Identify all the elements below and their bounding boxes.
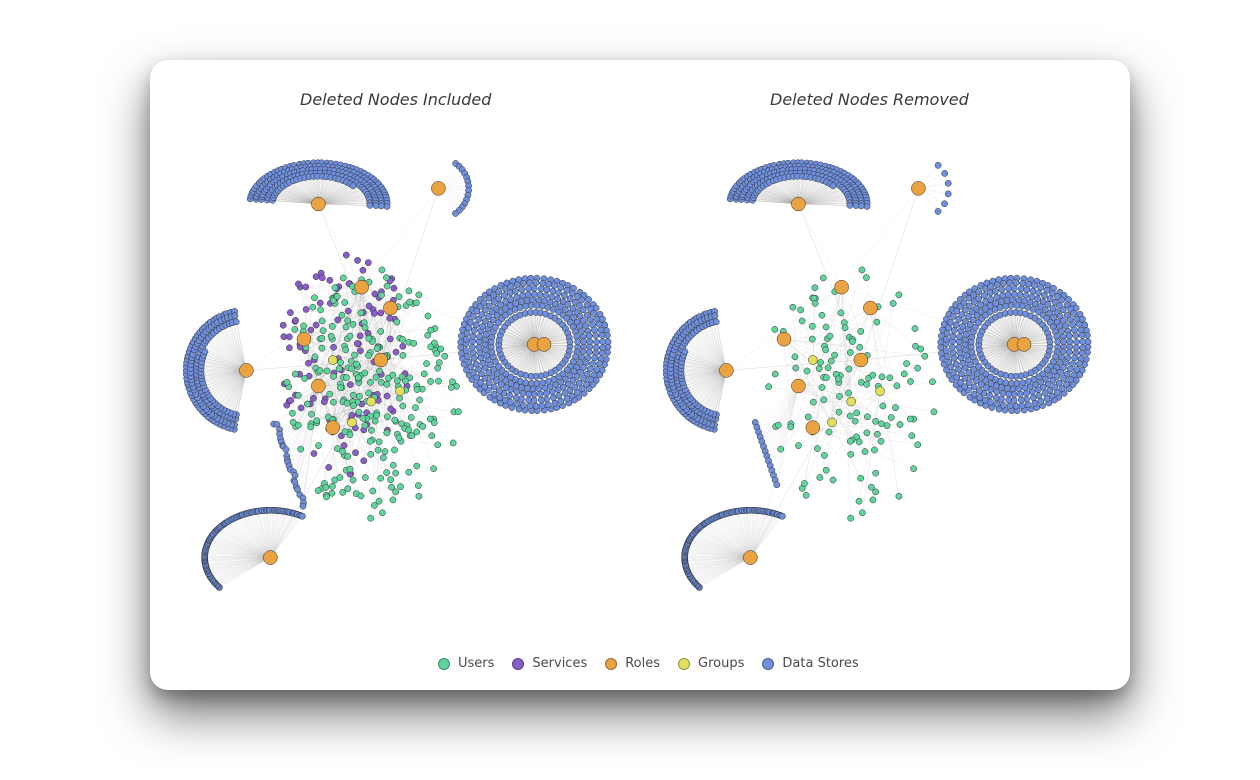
legend-label: Groups	[698, 656, 744, 671]
legend-swatch	[605, 658, 617, 670]
network-right	[640, 100, 1120, 620]
legend-label: Services	[532, 656, 587, 671]
legend-item: Services	[512, 656, 587, 671]
legend-swatch	[438, 658, 450, 670]
legend-item: Groups	[678, 656, 744, 671]
network-left	[160, 100, 640, 620]
legend-swatch	[512, 658, 524, 670]
legend-label: Data Stores	[782, 656, 858, 671]
legend-swatch	[678, 658, 690, 670]
legend-label: Roles	[625, 656, 660, 671]
legend: Users Services Roles Groups Data Stores	[438, 656, 859, 671]
legend-label: Users	[458, 656, 494, 671]
stage: Deleted Nodes Included Deleted Nodes Rem…	[0, 0, 1260, 780]
legend-swatch	[762, 658, 774, 670]
legend-item: Users	[438, 656, 494, 671]
legend-item: Roles	[605, 656, 660, 671]
legend-item: Data Stores	[762, 656, 858, 671]
